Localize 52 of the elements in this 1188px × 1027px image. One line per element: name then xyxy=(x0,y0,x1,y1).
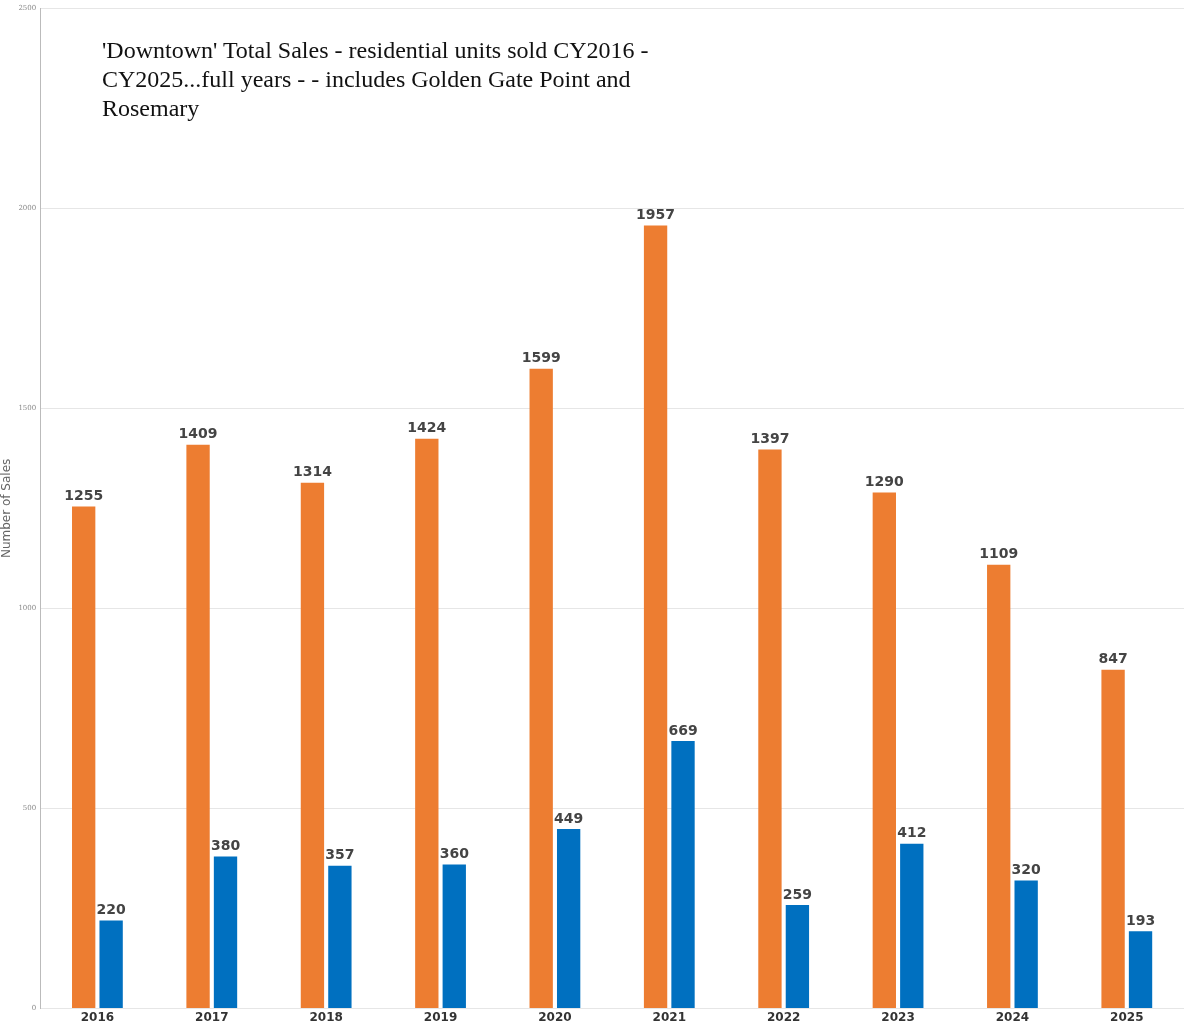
bar xyxy=(1128,931,1153,1009)
data-label: 449 xyxy=(554,809,584,826)
data-label: 193 xyxy=(1125,912,1156,929)
data-label: 320 xyxy=(1011,861,1042,878)
x-tick-label: 2018 xyxy=(309,1009,343,1024)
bar xyxy=(300,482,325,1009)
data-label: 1599 xyxy=(521,349,561,366)
x-tick-label: 2017 xyxy=(195,1009,229,1024)
bar xyxy=(213,856,238,1009)
x-tick-label: 2019 xyxy=(423,1009,458,1024)
bar xyxy=(556,828,581,1009)
x-tick-label: 2023 xyxy=(881,1009,915,1024)
data-label: 380 xyxy=(210,837,241,854)
bar xyxy=(900,843,924,1009)
bar xyxy=(442,864,466,1009)
bar xyxy=(186,444,210,1009)
x-tick-label: 2025 xyxy=(1110,1009,1144,1024)
bar xyxy=(671,740,695,1009)
bar xyxy=(758,449,782,1009)
data-label: 1409 xyxy=(178,425,218,442)
bar xyxy=(785,904,810,1009)
x-tick-label: 2022 xyxy=(766,1009,801,1024)
text: 'Downtown' Total Sales - residential units sold CY2016 -CY2025...full years - - includes Golden Gate Point and Rosemary xyxy=(102,36,650,123)
data-label: 847 xyxy=(1098,650,1128,667)
bar xyxy=(643,225,668,1009)
data-label: 1314 xyxy=(292,463,333,480)
bar xyxy=(1101,669,1125,1009)
data-label: 412 xyxy=(897,824,927,841)
data-label: 220 xyxy=(96,901,126,918)
data-label: 1290 xyxy=(864,473,905,490)
data-label: 669 xyxy=(668,721,698,738)
x-tick-label: 2024 xyxy=(995,1009,1030,1024)
data-label: 259 xyxy=(782,885,813,902)
data-label: 1109 xyxy=(979,545,1019,562)
data-label: 1397 xyxy=(750,430,790,447)
y-axis-title: Number of Sales xyxy=(0,458,14,559)
bar xyxy=(1014,880,1038,1009)
x-tick-label: 2020 xyxy=(538,1009,572,1024)
data-label: 357 xyxy=(325,846,355,863)
bar xyxy=(529,368,553,1009)
data-label: 360 xyxy=(439,845,470,862)
bar xyxy=(72,506,96,1009)
bar xyxy=(987,564,1011,1009)
x-tick-label: 2021 xyxy=(652,1009,686,1024)
data-label: 1957 xyxy=(636,206,676,223)
bar xyxy=(415,438,439,1009)
data-label: 1255 xyxy=(64,487,104,504)
data-label: 1424 xyxy=(407,419,447,436)
bar xyxy=(328,865,352,1009)
bar xyxy=(99,920,123,1009)
bar xyxy=(872,492,896,1009)
x-tick-label: 2016 xyxy=(80,1009,115,1024)
